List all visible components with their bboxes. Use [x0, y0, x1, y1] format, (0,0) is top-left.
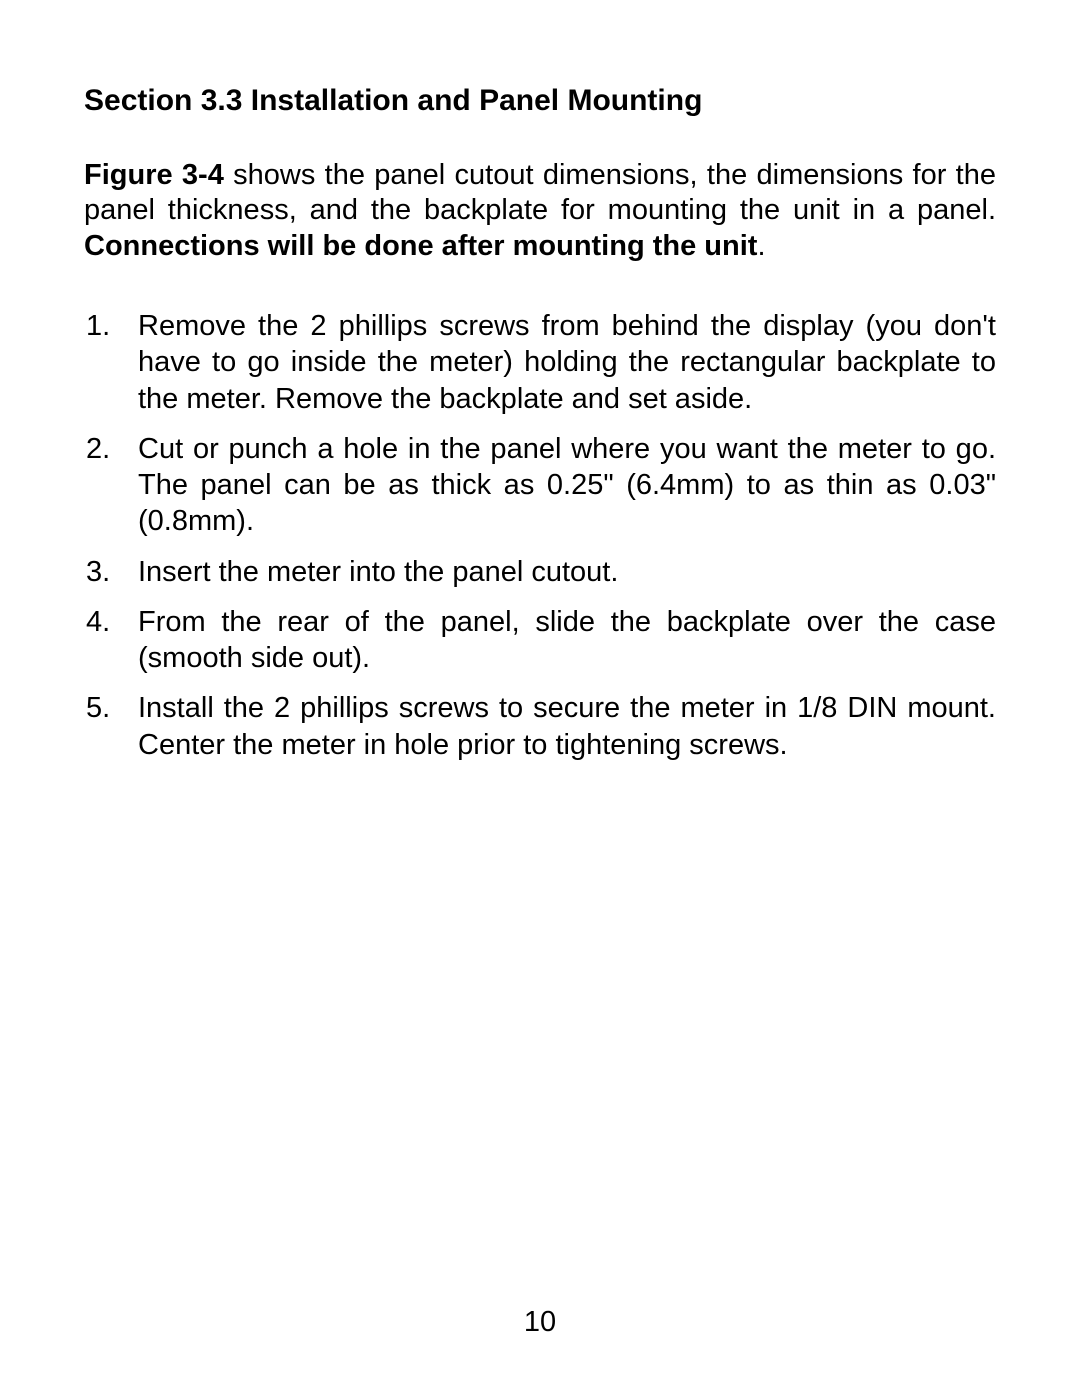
list-item: 4. From the rear of the panel, slide the…: [84, 604, 996, 677]
step-number: 2.: [84, 431, 138, 540]
steps-list: 1. Remove the 2 phillips screws from beh…: [84, 308, 996, 763]
intro-period: .: [757, 230, 765, 262]
intro-emphasis: Connections will be done after mounting …: [84, 230, 757, 262]
list-item: 3. Insert the meter into the panel cutou…: [84, 554, 996, 590]
step-text: Cut or punch a hole in the panel where y…: [138, 431, 996, 540]
list-item: 5. Install the 2 phillips screws to secu…: [84, 690, 996, 763]
step-number: 1.: [84, 308, 138, 417]
list-item: 2. Cut or punch a hole in the panel wher…: [84, 431, 996, 540]
list-item: 1. Remove the 2 phillips screws from beh…: [84, 308, 996, 417]
intro-paragraph: Figure 3-4 shows the panel cutout dimens…: [84, 158, 996, 264]
step-number: 5.: [84, 690, 138, 763]
section-title: Section 3.3 Installation and Panel Mount…: [84, 84, 996, 118]
step-number: 3.: [84, 554, 138, 590]
step-number: 4.: [84, 604, 138, 677]
step-text: From the rear of the panel, slide the ba…: [138, 604, 996, 677]
step-text: Remove the 2 phillips screws from behind…: [138, 308, 996, 417]
step-text: Install the 2 phillips screws to secure …: [138, 690, 996, 763]
step-text: Insert the meter into the panel cutout.: [138, 554, 996, 590]
page-number: 10: [0, 1306, 1080, 1339]
figure-ref: Figure 3-4: [84, 159, 224, 191]
